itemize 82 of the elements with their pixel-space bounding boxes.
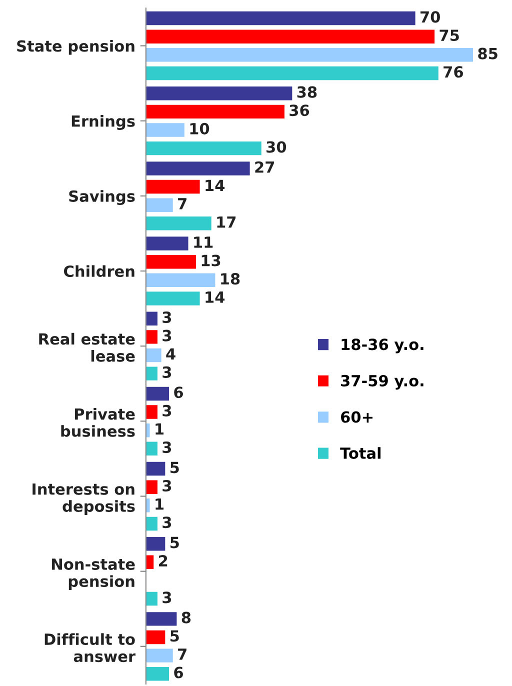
bar — [146, 480, 158, 494]
bar — [146, 442, 158, 456]
data-label: 6 — [174, 386, 183, 398]
bar — [146, 630, 166, 644]
legend-label: 60+ — [340, 411, 372, 423]
data-label: 14 — [206, 180, 225, 191]
bar — [146, 216, 212, 230]
data-label: 27 — [255, 161, 274, 173]
data-label: 2 — [158, 555, 168, 566]
data-label: 75 — [440, 30, 459, 42]
y-tick-label: Non-state pension — [52, 558, 135, 590]
data-label: 3 — [162, 330, 172, 342]
bar — [146, 462, 166, 476]
bar — [146, 423, 150, 438]
y-tick-label: Private business — [61, 408, 135, 437]
y-tick-label: Children — [64, 265, 134, 278]
bar — [146, 516, 158, 531]
legend-label: 18-36 y.o. — [342, 338, 424, 354]
y-tick-label: Difficult to answer — [44, 633, 136, 662]
y-tick-label: State pension — [17, 40, 134, 55]
bar — [146, 386, 170, 401]
data-label: 17 — [217, 216, 236, 228]
data-label: 3 — [162, 404, 172, 416]
data-label: 38 — [297, 86, 317, 98]
data-label: 3 — [162, 516, 172, 528]
bar — [146, 30, 435, 44]
bar — [146, 536, 166, 551]
data-label: 85 — [478, 48, 498, 60]
data-label: 3 — [162, 311, 172, 324]
data-label: 4 — [166, 348, 176, 360]
data-label: 3 — [162, 592, 172, 604]
bar — [146, 254, 196, 269]
bar — [146, 667, 170, 681]
data-label: 11 — [194, 236, 213, 248]
bar — [146, 405, 158, 419]
bar — [146, 273, 216, 288]
bar — [146, 612, 177, 626]
bar — [146, 348, 162, 362]
bar — [146, 48, 474, 62]
bar — [146, 123, 184, 137]
data-label: 3 — [162, 480, 172, 492]
data-label: 14 — [206, 292, 225, 303]
bar — [146, 66, 438, 80]
bar — [146, 162, 250, 176]
data-label: 76 — [444, 66, 463, 78]
data-label: 5 — [170, 630, 179, 642]
bar — [146, 141, 262, 156]
data-label: 13 — [202, 254, 220, 266]
bar — [146, 86, 292, 100]
legend-label: 37-59 y.o. — [341, 374, 424, 390]
data-label: 30 — [266, 141, 286, 153]
y-tick-label: Ernings — [72, 115, 135, 130]
y-tick-label: Real estate lease — [39, 332, 135, 362]
y-tick-label: Interests on deposits — [32, 484, 135, 515]
legend-label: Total — [340, 447, 380, 459]
data-label: 8 — [182, 612, 191, 624]
bar — [146, 312, 158, 326]
data-label: 7 — [178, 648, 186, 660]
data-label: 5 — [170, 536, 179, 548]
bar — [146, 498, 150, 512]
bar — [146, 366, 158, 380]
data-label: 6 — [174, 666, 183, 678]
data-label: 3 — [162, 366, 172, 378]
bar — [146, 11, 416, 26]
data-label: 70 — [420, 11, 440, 23]
bar — [146, 236, 188, 250]
data-label: 36 — [290, 104, 310, 116]
bar — [146, 330, 158, 344]
data-label: 3 — [162, 442, 172, 454]
data-label: 10 — [190, 122, 210, 134]
data-label: 7 — [178, 198, 186, 210]
data-label: 1 — [156, 498, 164, 510]
bar — [146, 592, 158, 606]
bar — [146, 292, 200, 306]
bar — [146, 198, 173, 212]
y-tick-label: Savings — [69, 190, 135, 206]
bar — [146, 648, 173, 662]
data-label: 1 — [156, 423, 164, 435]
bar — [146, 104, 284, 119]
data-label: 5 — [170, 462, 179, 474]
bar — [146, 180, 200, 194]
data-label: 18 — [221, 273, 240, 285]
